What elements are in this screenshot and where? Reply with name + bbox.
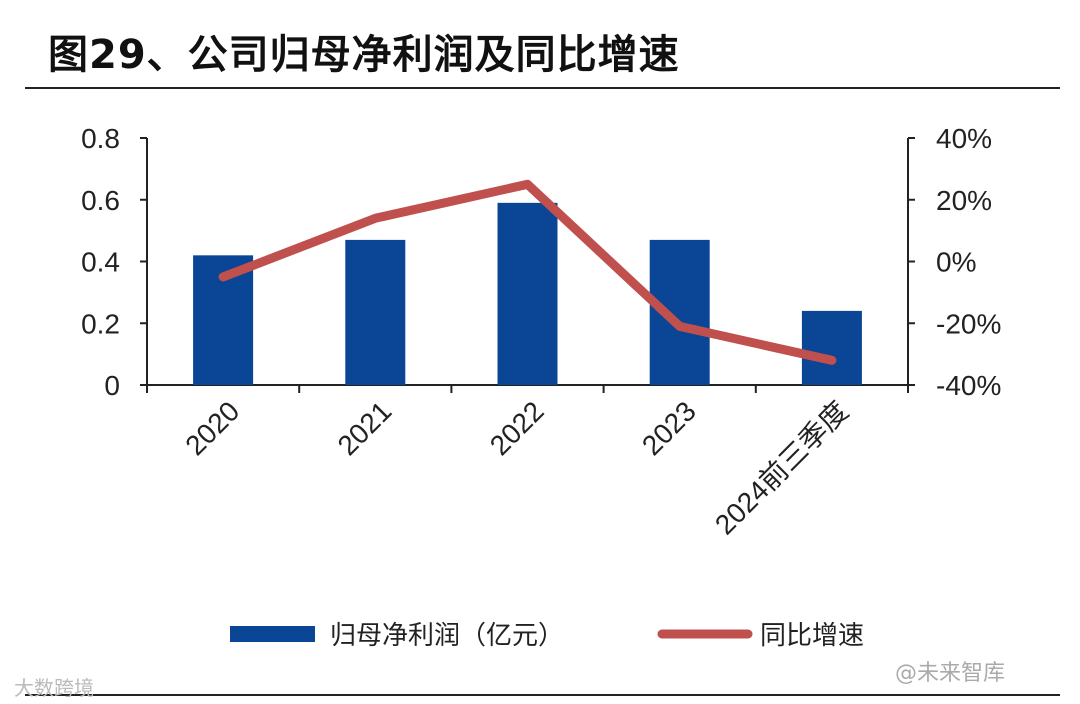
right-tick-label: 20% bbox=[936, 185, 992, 216]
legend-swatch-bar bbox=[230, 626, 315, 642]
left-tick-label: 0.8 bbox=[81, 123, 120, 154]
bar-2021 bbox=[345, 239, 406, 385]
left-tick-label: 0.6 bbox=[81, 185, 120, 216]
top-rule bbox=[25, 87, 1060, 89]
right-tick-label: 0% bbox=[936, 247, 976, 278]
x-tick-label: 2024前三季度 bbox=[709, 395, 854, 540]
watermark-right: @未来智库 bbox=[895, 661, 1006, 686]
x-tick-label: 2023 bbox=[636, 395, 702, 461]
chart-title: 图29、公司归母净利润及同比增速 bbox=[48, 32, 680, 78]
x-tick-label: 2022 bbox=[484, 395, 550, 461]
left-tick-label: 0 bbox=[104, 370, 120, 401]
right-tick-label: 40% bbox=[936, 123, 992, 154]
left-tick-label: 0.4 bbox=[81, 247, 120, 278]
x-tick-label: 2021 bbox=[332, 395, 398, 461]
bottom-rule bbox=[25, 694, 1060, 696]
bar-2022 bbox=[497, 202, 558, 385]
right-tick-label: -20% bbox=[936, 308, 1001, 339]
x-tick-label: 2020 bbox=[179, 395, 245, 461]
bar-2024前三季度 bbox=[801, 310, 862, 385]
right-tick-label: -40% bbox=[936, 370, 1001, 401]
legend-label-bar: 归母净利润（亿元） bbox=[330, 621, 564, 651]
watermark-left: 大数跨境 bbox=[14, 676, 94, 700]
legend-label-line: 同比增速 bbox=[760, 621, 864, 651]
left-tick-label: 0.2 bbox=[81, 308, 120, 339]
